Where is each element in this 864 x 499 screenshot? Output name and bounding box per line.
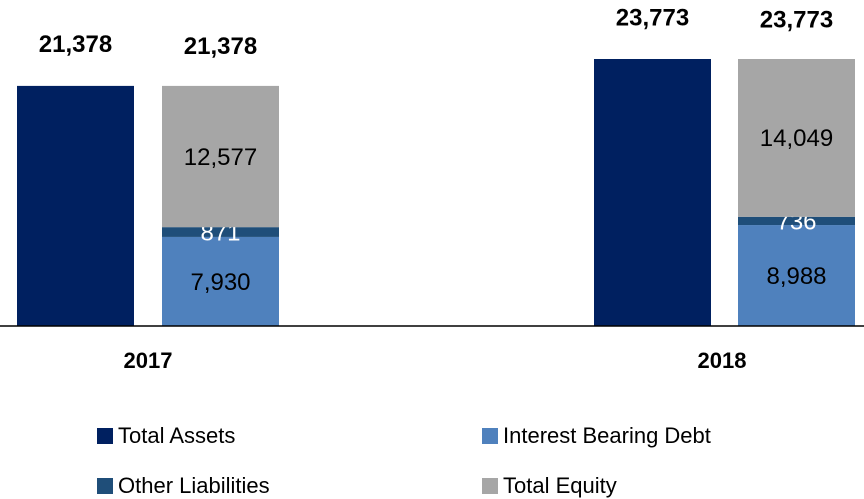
- stack-total-label: 21,378: [184, 33, 257, 60]
- stack-total-label: 23,773: [760, 6, 833, 33]
- segment-label: 14,049: [760, 125, 833, 152]
- bar: [17, 85, 134, 326]
- total-label: 23,773: [616, 4, 689, 31]
- legend-label: Other Liabilities: [118, 473, 270, 498]
- total-label: 21,378: [39, 31, 112, 58]
- legend-swatch: [97, 478, 113, 494]
- legend-swatch: [97, 428, 113, 444]
- bar-segment: [162, 236, 279, 326]
- x-tick-label: 2018: [698, 348, 747, 373]
- legend-label: Interest Bearing Debt: [503, 423, 711, 448]
- bar-segment: [162, 227, 279, 237]
- x-tick-label: 2017: [124, 348, 173, 373]
- legend-swatch: [482, 428, 498, 444]
- segment-label: 8,988: [766, 263, 826, 290]
- legend-label: Total Assets: [118, 423, 235, 448]
- bar-segment: [738, 59, 855, 217]
- bar-segment: [738, 225, 855, 326]
- segment-label: 7,930: [190, 269, 250, 296]
- bar-segment: [162, 85, 279, 228]
- bar-segment: [738, 216, 855, 226]
- bar: [594, 59, 711, 326]
- legend-swatch: [482, 478, 498, 494]
- segment-label: 12,577: [184, 144, 257, 171]
- legend-label: Total Equity: [503, 473, 617, 498]
